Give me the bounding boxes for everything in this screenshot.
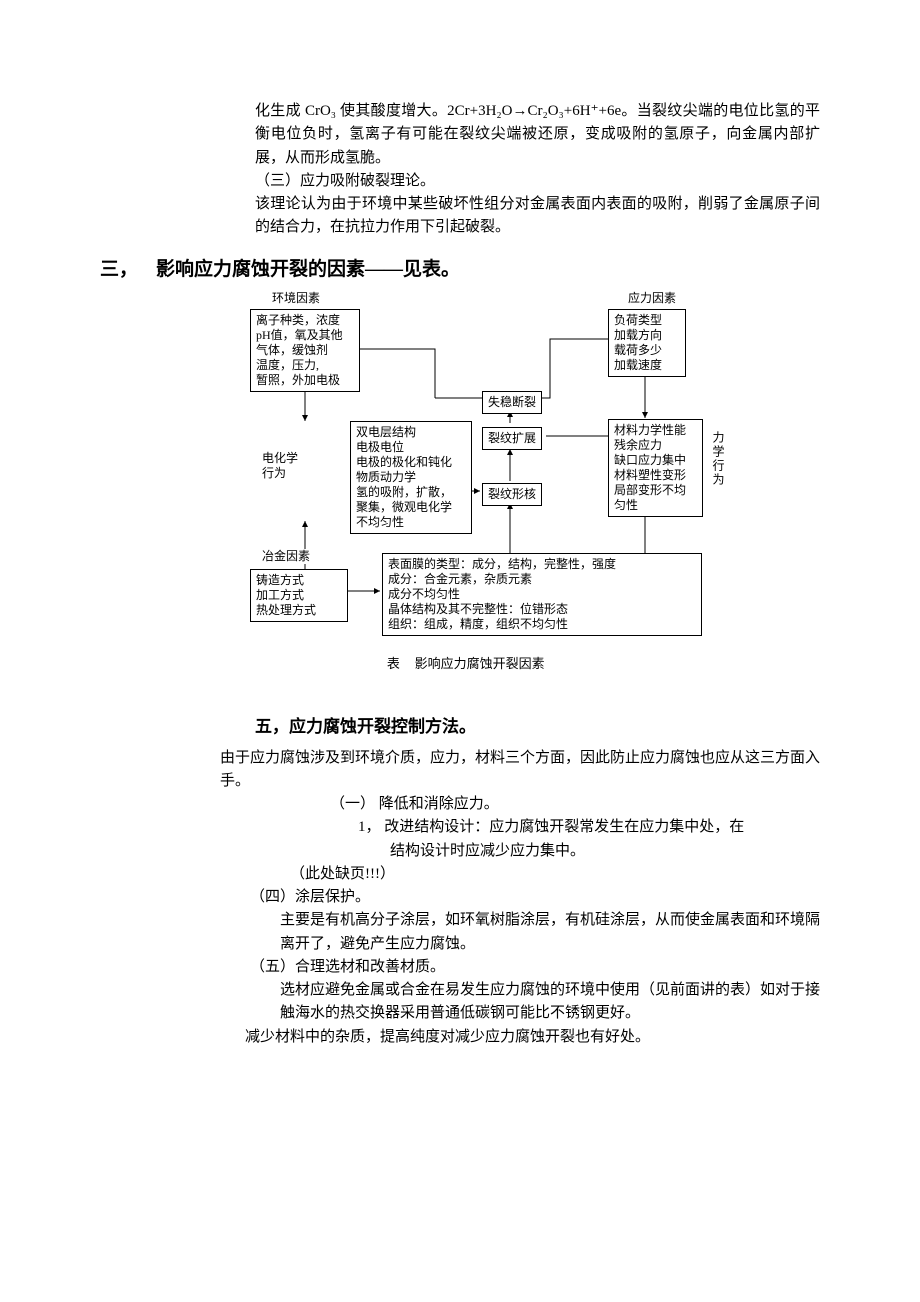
stress-label: 应力因素 <box>628 291 676 306</box>
item-4: （四）涂层保护。 <box>250 886 820 909</box>
caption-num: 表 <box>375 653 411 672</box>
stress-box: 负荷类型 加载方向 载荷多少 加载速度 <box>608 309 686 377</box>
item-1-1: 1， 改进结构设计：应力腐蚀开裂常发生在应力集中处，在 <box>358 816 820 839</box>
mech-label: 力学行为 <box>710 431 725 487</box>
caption-text: 影响应力腐蚀开裂因素 <box>415 656 545 671</box>
item-5: （五）合理选材和改善材质。 <box>250 956 820 979</box>
surface-box: 表面膜的类型：成分，结构，完整性，强度 成分：合金元素，杂质元素 成分不均匀性 … <box>382 553 702 636</box>
fail-box: 失稳断裂 <box>482 391 542 414</box>
heading-5: 五，应力腐蚀开裂控制方法。 <box>100 712 820 737</box>
item-1-1b: 结构设计时应减少应力集中。 <box>390 840 820 863</box>
item-1: （一） 降低和消除应力。 <box>330 793 820 816</box>
missing-page-note: （此处缺页!!!） <box>290 863 820 886</box>
env-label: 环境因素 <box>272 291 320 306</box>
diagram-caption: 表 影响应力腐蚀开裂因素 <box>100 653 820 672</box>
echem-label: 电化学 行为 <box>262 451 298 481</box>
intro-paragraph-1: 化生成 CrO₃ 使其酸度增大。2Cr+3H₂O→Cr₂O₃+6H⁺+6e。当裂… <box>255 100 820 170</box>
env-box: 离子种类，浓度 pH值，氧及其他 气体，缓蚀剂 温度，压力, 暂照，外加电极 <box>250 309 360 392</box>
section5-intro: 由于应力腐蚀涉及到环境介质，应力，材料三个方面，因此防止应力腐蚀也应从这三方面入… <box>220 747 820 794</box>
heading-3-num: 三， <box>100 254 156 281</box>
crack-nucl-box: 裂纹形核 <box>482 483 542 506</box>
echem-box: 双电层结构 电极电位 电极的极化和钝化 物质动力学 氢的吸附，扩散， 聚集，微观… <box>350 421 472 534</box>
section-3-body: 该理论认为由于环境中某些破坏性组分对金属表面内表面的吸附，削弱了金属原子间的结合… <box>255 193 820 240</box>
section-3-title: （三）应力吸附破裂理论。 <box>255 170 820 193</box>
metal-box: 铸造方式 加工方式 热处理方式 <box>250 569 348 622</box>
heading-3-text: 影响应力腐蚀开裂的因素——见表。 <box>156 259 460 280</box>
item-5-body: 选材应避免金属或合金在易发生应力腐蚀的环境中使用（见前面讲的表）如对于接触海水的… <box>280 979 820 1026</box>
crack-grow-box: 裂纹扩展 <box>482 427 542 450</box>
item-4-body: 主要是有机高分子涂层，如环氧树脂涂层，有机硅涂层，从而使金属表面和环境隔离开了，… <box>280 909 820 956</box>
mech-box: 材料力学性能 残余应力 缺口应力集中 材料塑性变形 局部变形不均 匀性 <box>608 419 703 517</box>
page: 化生成 CrO₃ 使其酸度增大。2Cr+3H₂O→Cr₂O₃+6H⁺+6e。当裂… <box>0 0 920 1129</box>
metal-label: 冶金因素 <box>262 549 310 564</box>
flowchart-diagram: 环境因素 离子种类，浓度 pH值，氧及其他 气体，缓蚀剂 温度，压力, 暂照，外… <box>250 291 740 641</box>
heading-3: 三，影响应力腐蚀开裂的因素——见表。 <box>100 254 820 281</box>
final-line: 减少材料中的杂质，提高纯度对减少应力腐蚀开裂也有好处。 <box>245 1026 820 1049</box>
